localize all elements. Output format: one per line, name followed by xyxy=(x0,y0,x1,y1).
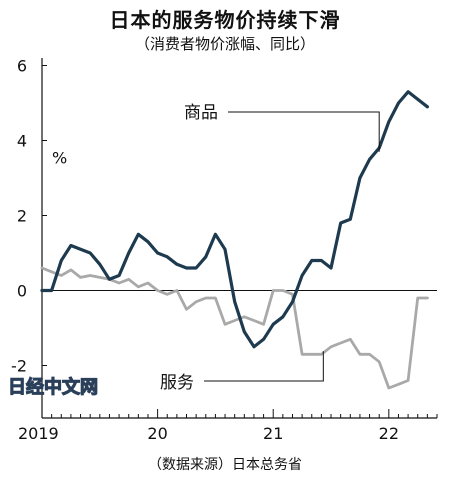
y-tick-label: 4 xyxy=(17,132,27,151)
x-tick-label: 22 xyxy=(379,424,399,443)
y-tick-label: 6 xyxy=(17,57,27,76)
y-axis-label: % xyxy=(52,148,67,167)
x-tick-label: 2019 xyxy=(18,424,59,443)
y-tick-label: 2 xyxy=(17,207,27,226)
series-group xyxy=(40,90,429,390)
x-tick-label: 20 xyxy=(147,424,167,443)
series-line-goods xyxy=(40,90,429,349)
services-leader-line xyxy=(204,351,324,382)
x-tick-label: 21 xyxy=(263,424,283,443)
watermark: 日经中文网 xyxy=(8,376,98,398)
goods-leader-line xyxy=(228,111,380,152)
y-tick-label: -2 xyxy=(11,357,27,376)
goods-annotation: 商品 xyxy=(184,103,218,123)
chart-source: （数据来源）日本总务省 xyxy=(148,457,302,473)
series-line-services xyxy=(40,266,429,390)
y-tick-label: 0 xyxy=(17,282,27,301)
chart-title: 日本的服务物价持续下滑 xyxy=(109,8,341,32)
services-annotation: 服务 xyxy=(160,373,194,393)
chart-subtitle: （消费者物价涨幅、同比） xyxy=(134,35,315,53)
